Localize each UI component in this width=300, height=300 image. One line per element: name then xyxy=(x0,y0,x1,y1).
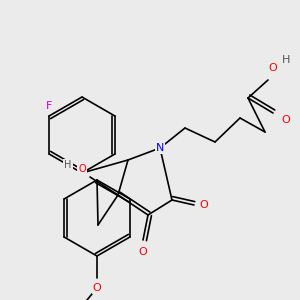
Text: F: F xyxy=(46,101,52,111)
Text: O: O xyxy=(93,283,101,293)
Text: N: N xyxy=(156,143,164,153)
Text: O: O xyxy=(78,164,86,174)
Text: O: O xyxy=(282,115,290,125)
Text: O: O xyxy=(139,247,147,257)
Text: H: H xyxy=(282,55,290,65)
Text: H: H xyxy=(64,160,72,170)
Text: O: O xyxy=(268,63,278,73)
Text: O: O xyxy=(200,200,208,210)
